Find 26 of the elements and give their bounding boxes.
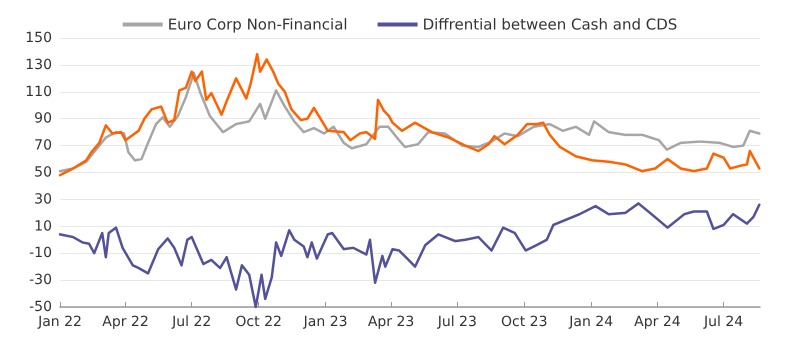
y-tick-label: 70: [34, 138, 52, 154]
y-tick-label: 150: [25, 30, 52, 46]
legend-label: Diffrential between Cash and CDS: [422, 16, 678, 34]
y-tick-label: 50: [34, 164, 52, 180]
y-tick-label: -50: [29, 299, 52, 315]
x-tick-label: Jul 24: [703, 314, 744, 330]
x-tick-label: Jan 22: [37, 314, 82, 330]
legend-label: Euro Corp Non-Financial: [168, 16, 348, 34]
line-series: [58, 202, 761, 308]
y-tick-label: -30: [29, 272, 52, 288]
x-tick-label: Oct 22: [235, 314, 282, 330]
line-series: [58, 52, 761, 176]
x-tick-label: Oct 23: [501, 314, 548, 330]
x-tick-label: Apr 22: [102, 314, 149, 330]
y-tick-label: -10: [29, 245, 52, 262]
y-tick-label: 10: [34, 218, 52, 234]
x-tick-label: Jul 23: [436, 314, 477, 330]
y-tick-label: 90: [34, 110, 52, 127]
x-tick-label: Apr 24: [634, 314, 681, 330]
x-tick-label: Apr 23: [368, 314, 414, 330]
y-tick-label: 130: [25, 56, 52, 73]
y-tick-label: 30: [34, 191, 52, 208]
y-tick-label: 110: [25, 84, 52, 100]
x-tick-label: Jan 24: [568, 314, 614, 330]
x-tick-label: Jul 22: [171, 314, 212, 330]
x-tick-label: Jan 23: [302, 314, 348, 330]
